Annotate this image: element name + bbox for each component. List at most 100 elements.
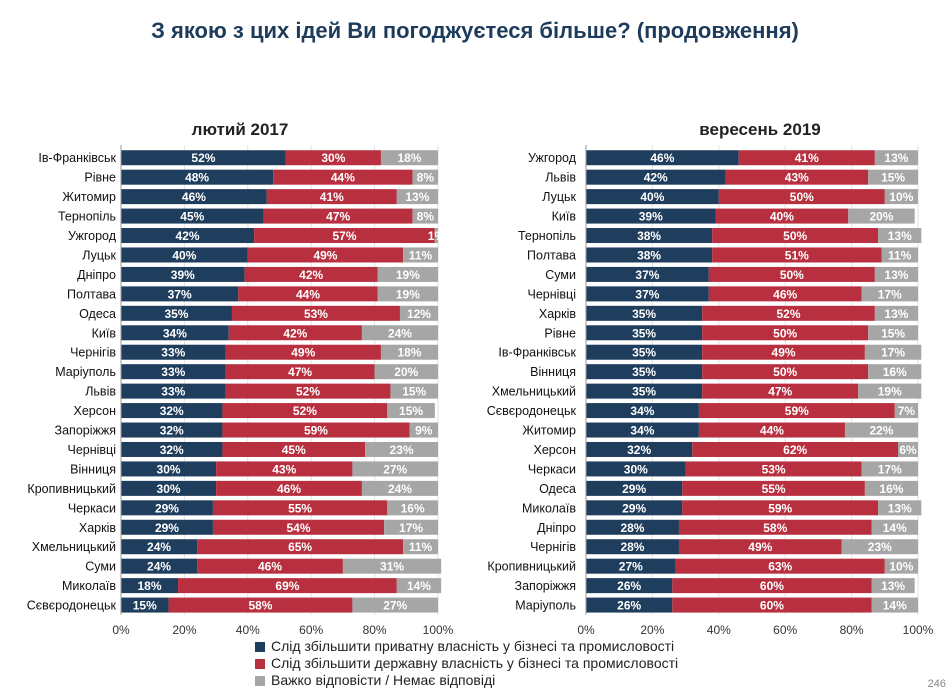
data-label: 44% — [331, 171, 355, 185]
chart-title: вересень 2019 — [699, 120, 820, 139]
data-label: 30% — [157, 462, 181, 476]
data-label: 55% — [288, 501, 312, 515]
data-label: 15% — [402, 385, 426, 399]
data-label: 13% — [881, 579, 905, 593]
bar-segment — [678, 519, 872, 535]
bar-segment — [884, 558, 918, 574]
data-label: 1% — [428, 229, 446, 243]
data-label: 46% — [650, 151, 674, 165]
data-label: 34% — [630, 404, 654, 418]
category-label: Кропивницький — [487, 560, 576, 574]
bar-segment — [708, 266, 875, 282]
data-label: 27% — [619, 560, 643, 574]
bar-segment — [216, 480, 362, 496]
data-label: 50% — [773, 326, 797, 340]
bar-segment — [884, 189, 918, 205]
bar-segment — [374, 364, 438, 380]
bar-segment — [121, 169, 274, 185]
bar-segment — [222, 403, 388, 419]
data-label: 42% — [283, 326, 307, 340]
bar-segment — [586, 422, 699, 438]
category-label: Житомир — [62, 190, 116, 204]
bar-segment — [178, 578, 397, 594]
data-label: 47% — [326, 210, 350, 224]
bar-segment — [121, 539, 198, 555]
bar-segment — [864, 344, 922, 360]
data-label: 28% — [620, 540, 644, 554]
bar-segment — [231, 305, 400, 321]
data-label: 20% — [869, 210, 893, 224]
category-label: Хмельницький — [492, 385, 576, 399]
category-label: Житомир — [522, 424, 576, 438]
data-label: 11% — [409, 248, 433, 262]
data-label: 32% — [160, 424, 184, 438]
bar-segment — [121, 228, 255, 244]
data-label: 30% — [624, 462, 648, 476]
data-label: 17% — [399, 521, 423, 535]
data-label: 12% — [407, 307, 431, 321]
data-label: 17% — [878, 462, 902, 476]
bar-segment — [403, 539, 438, 555]
data-label: 9% — [415, 424, 433, 438]
data-label: 24% — [147, 540, 171, 554]
category-label: Дніпро — [537, 521, 576, 535]
bar-segment — [121, 403, 223, 419]
category-label: Львів — [545, 171, 576, 185]
bar-segment — [861, 286, 918, 302]
bar-segment — [412, 208, 438, 224]
data-label: 18% — [138, 579, 162, 593]
bar-segment — [352, 597, 438, 613]
bar-segment — [225, 383, 391, 399]
legend-swatch-unsure — [255, 675, 265, 686]
data-label: 44% — [760, 424, 784, 438]
category-label: Херсон — [74, 404, 117, 418]
bar-segment — [586, 189, 719, 205]
bar-segment — [586, 228, 713, 244]
bar-segment — [844, 422, 918, 438]
data-label: 37% — [168, 287, 192, 301]
data-label: 46% — [277, 482, 301, 496]
data-label: 32% — [160, 443, 184, 457]
bar-segment — [874, 305, 918, 321]
bar-segment — [898, 441, 918, 457]
category-label: Кропивницький — [27, 482, 116, 496]
data-label: 42% — [176, 229, 200, 243]
bar-segment — [380, 150, 438, 166]
data-label: 50% — [780, 268, 804, 282]
bar-segment — [121, 558, 198, 574]
data-label: 44% — [296, 287, 320, 301]
bar-segment — [121, 325, 229, 341]
data-label: 29% — [622, 501, 646, 515]
bar-segment — [586, 480, 683, 496]
data-label: 27% — [383, 599, 407, 613]
data-label: 16% — [879, 482, 903, 496]
data-label: 52% — [191, 151, 215, 165]
data-label: 8% — [417, 171, 435, 185]
bar-segment — [377, 266, 438, 282]
data-label: 15% — [881, 171, 905, 185]
bar-segment — [387, 500, 438, 516]
bar-segment — [702, 325, 869, 341]
data-label: 40% — [172, 248, 196, 262]
data-label: 53% — [304, 307, 328, 321]
data-label: 35% — [632, 365, 656, 379]
chart-title: лютий 2017 — [192, 120, 289, 139]
data-label: 34% — [163, 326, 187, 340]
data-label: 31% — [380, 560, 404, 574]
data-label: 35% — [164, 307, 188, 321]
data-label: 13% — [884, 151, 908, 165]
data-label: 13% — [884, 307, 908, 321]
data-label: 10% — [889, 560, 913, 574]
bar-segment — [352, 461, 438, 477]
data-label: 13% — [888, 501, 912, 515]
category-label: Київ — [92, 326, 117, 340]
bar-segment — [682, 500, 879, 516]
data-label: 14% — [883, 521, 907, 535]
bar-segment — [225, 364, 375, 380]
bar-segment — [685, 461, 862, 477]
bar-segment — [586, 266, 709, 282]
bar-segment — [285, 150, 381, 166]
data-label: 41% — [320, 190, 344, 204]
bar-segment — [692, 441, 899, 457]
bar-segment — [121, 305, 232, 321]
